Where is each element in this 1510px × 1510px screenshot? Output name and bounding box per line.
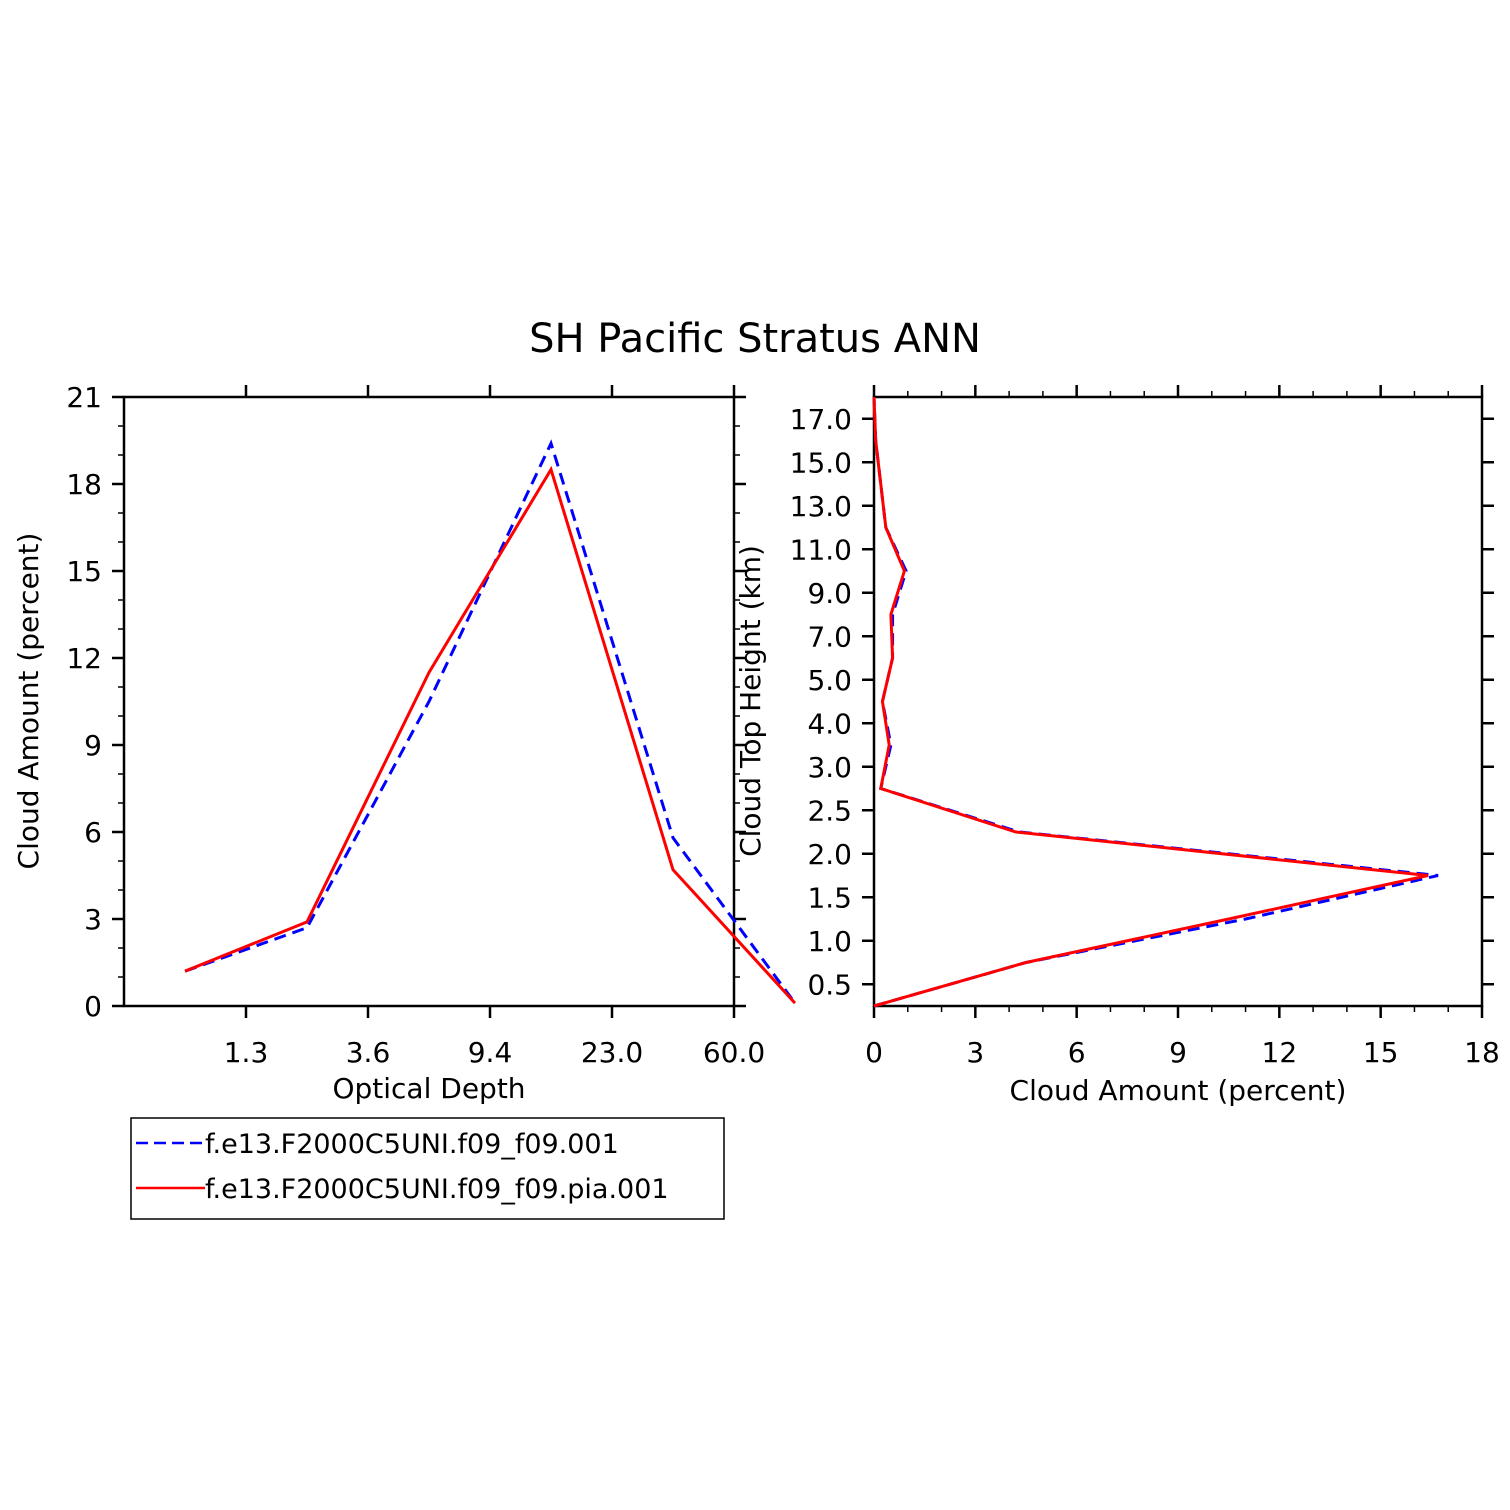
legend-label-series-a: f.e13.F2000C5UNI.f09_f09.001 [205, 1129, 619, 1160]
right-y-tick-label: 7.0 [807, 620, 852, 653]
left-x-axis-label: Optical Depth [332, 1072, 525, 1105]
left-y-tick-label: 0 [84, 990, 102, 1023]
legend: f.e13.F2000C5UNI.f09_f09.001 f.e13.F2000… [130, 1117, 725, 1220]
right-x-tick-label: 6 [1068, 1036, 1086, 1069]
right-y-tick-label: 5.0 [807, 664, 852, 697]
optical-depth-chart: 0 3 6 9 12 15 18 21 1.3 3.6 9.4 23.0 60.0 Optical De… [12, 381, 797, 1105]
left-y-tick-label: 12 [66, 642, 102, 675]
left-y-tick-label: 3 [84, 903, 102, 936]
right-series [872, 396, 1439, 1008]
right-x-tick-label: 3 [966, 1036, 984, 1069]
right-plot-frame [872, 395, 1484, 1008]
right-x-tick-label: 12 [1262, 1036, 1298, 1069]
left-y-tick-label: 9 [84, 729, 102, 762]
right-x-tick-label: 18 [1464, 1036, 1500, 1069]
right-y-axis-label: Cloud Top Height (km) [734, 545, 767, 857]
left-series-b-line [184, 465, 797, 1005]
left-series-a-line [184, 439, 797, 1004]
right-y-tick-label: 3.0 [807, 751, 852, 784]
right-y-tick-label: 9.0 [807, 577, 852, 610]
left-ticks: 0 3 6 9 12 15 18 21 1.3 3.6 9.4 23.0 60.0 [66, 381, 765, 1069]
left-series [184, 439, 797, 1005]
left-x-tick-label: 1.3 [224, 1036, 269, 1069]
right-y-tick-label: 15.0 [790, 446, 852, 479]
left-y-tick-label: 15 [66, 555, 102, 588]
figure-title: SH Pacific Stratus ANN [529, 316, 981, 362]
left-x-tick-label: 9.4 [468, 1036, 513, 1069]
right-y-tick-label: 2.0 [807, 838, 852, 871]
left-x-tick-label: 23.0 [581, 1036, 643, 1069]
legend-box [130, 1117, 725, 1220]
right-y-tick-label: 4.0 [807, 707, 852, 740]
right-x-tick-label: 0 [865, 1036, 883, 1069]
left-x-tick-label: 60.0 [703, 1036, 765, 1069]
right-x-tick-label: 15 [1363, 1036, 1399, 1069]
left-y-axis-label: Cloud Amount (percent) [12, 533, 45, 870]
right-x-tick-label: 9 [1169, 1036, 1187, 1069]
right-y-tick-label: 17.0 [790, 403, 852, 436]
left-y-tick-label: 21 [66, 381, 102, 414]
right-ticks: 0.5 1.0 1.5 2.0 2.5 3.0 4.0 5.0 7.0 9.0 11.0 13.0 15… [790, 385, 1500, 1069]
right-y-tick-label: 11.0 [790, 533, 852, 566]
legend-label-series-b: f.e13.F2000C5UNI.f09_f09.pia.001 [205, 1174, 669, 1205]
left-y-tick-label: 6 [84, 816, 102, 849]
cloud-top-height-chart: 0.5 1.0 1.5 2.0 2.5 3.0 4.0 5.0 7.0 9.0 11.0 13.0 15… [734, 385, 1500, 1107]
right-y-tick-label: 0.5 [807, 968, 852, 1001]
left-plot-frame [122, 395, 736, 1008]
left-x-tick-label: 3.6 [346, 1036, 391, 1069]
right-series-a-line [872, 396, 1439, 1008]
right-y-tick-label: 2.5 [807, 794, 852, 827]
right-x-axis-label: Cloud Amount (percent) [1010, 1074, 1347, 1107]
right-y-tick-label: 13.0 [790, 490, 852, 523]
left-y-tick-label: 18 [66, 468, 102, 501]
right-series-b-line [872, 396, 1429, 1008]
right-y-tick-label: 1.0 [807, 925, 852, 958]
right-y-tick-label: 1.5 [807, 881, 852, 914]
